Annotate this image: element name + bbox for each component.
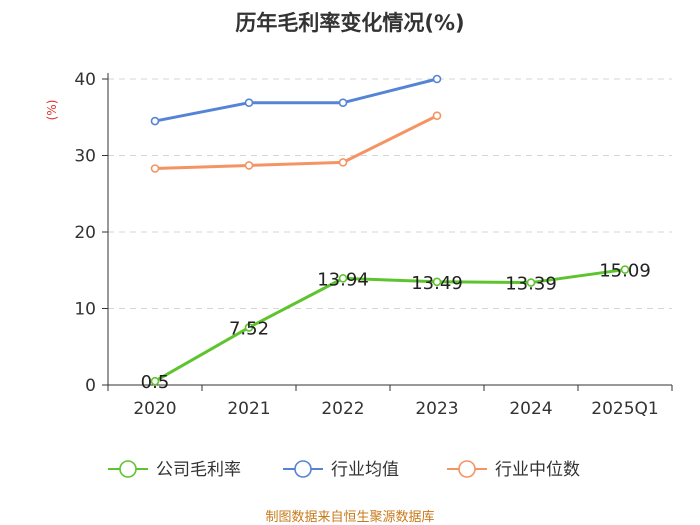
x-tick-label-2023: 2023 bbox=[415, 399, 458, 419]
legend-marker-0 bbox=[119, 460, 137, 478]
y-tick-label-20: 20 bbox=[74, 223, 96, 243]
x-tick-label-2025q1: 2025Q1 bbox=[591, 399, 658, 419]
y-tick-label-10: 10 bbox=[74, 300, 96, 320]
data-point-s1-2021 bbox=[244, 98, 254, 108]
source-note: 制图数据来自恒生聚源数据库 bbox=[265, 509, 434, 525]
axes bbox=[107, 73, 673, 391]
data-point-s0-2025q1 bbox=[620, 265, 630, 274]
series-line-0 bbox=[153, 268, 627, 383]
data-point-s0-2024 bbox=[526, 278, 536, 287]
y-axis-unit: (%) bbox=[45, 100, 59, 121]
data-point-s0-2023 bbox=[432, 277, 442, 287]
data-point-s2-2020 bbox=[150, 164, 160, 173]
data-point-s1-2022 bbox=[338, 98, 348, 108]
grid-lines bbox=[102, 78, 672, 386]
y-tick-label-0: 0 bbox=[85, 376, 96, 396]
y-tick-label-40: 40 bbox=[74, 70, 96, 90]
legend-marker-1 bbox=[294, 460, 312, 478]
legend-label-1: 行业均值 bbox=[331, 460, 399, 480]
data-label-2022: 13.94 bbox=[317, 269, 369, 290]
data-label-2021: 7.52 bbox=[229, 318, 269, 339]
legend-label-0: 公司毛利率 bbox=[156, 460, 241, 480]
x-tick-labels: 2020 2021 2022 2023 2024 2025Q1 bbox=[133, 399, 658, 419]
data-point-s0-2021 bbox=[244, 323, 254, 332]
x-tick-label-2024: 2024 bbox=[509, 399, 552, 419]
legend: 公司毛利率 行业均值 行业中位数 bbox=[108, 460, 580, 480]
y-tick-labels: 0 10 20 30 40 bbox=[74, 70, 96, 396]
data-point-s0-2020 bbox=[150, 376, 160, 386]
x-tick-label-2022: 2022 bbox=[321, 399, 364, 419]
data-point-s2-2022 bbox=[338, 158, 348, 167]
series-line-2 bbox=[153, 114, 439, 171]
legend-marker-2 bbox=[458, 460, 476, 478]
x-tick-label-2020: 2020 bbox=[133, 399, 176, 419]
series-line-1 bbox=[153, 77, 439, 123]
x-tick-label-2021: 2021 bbox=[227, 399, 270, 419]
data-label-2025q1: 15.09 bbox=[599, 261, 651, 282]
data-label-2024: 13.39 bbox=[505, 274, 557, 295]
data-point-s1-2020 bbox=[150, 116, 160, 126]
legend-label-2: 行业中位数 bbox=[495, 460, 580, 480]
data-point-s2-2023 bbox=[432, 111, 442, 121]
data-labels: 0.5 7.52 13.94 13.49 13.39 15.09 bbox=[141, 261, 651, 394]
y-tick-label-30: 30 bbox=[74, 147, 96, 167]
data-point-s0-2022 bbox=[338, 274, 348, 283]
data-point-s2-2021 bbox=[244, 161, 254, 170]
data-label-2023: 13.49 bbox=[411, 273, 463, 294]
series-group bbox=[150, 74, 630, 386]
data-point-s1-2023 bbox=[432, 74, 442, 84]
chart-title: 历年毛利率变化情况(%) bbox=[235, 11, 464, 35]
data-label-2020: 0.5 bbox=[141, 372, 170, 393]
